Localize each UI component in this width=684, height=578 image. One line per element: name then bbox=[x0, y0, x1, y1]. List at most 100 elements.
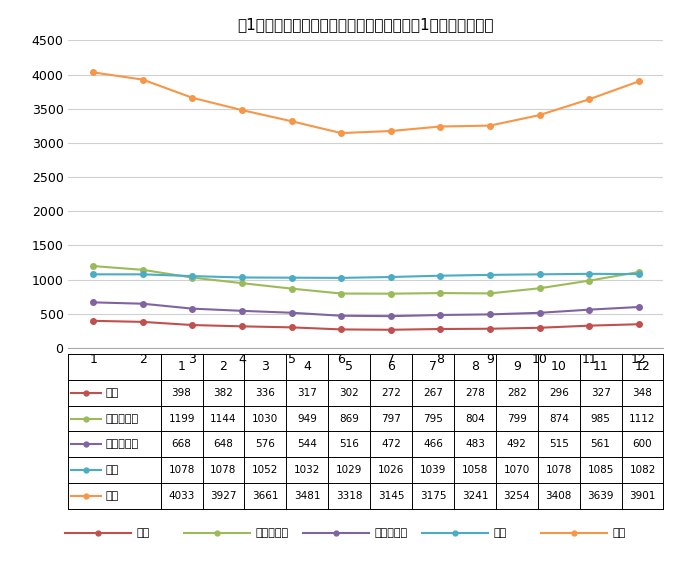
Text: 3254: 3254 bbox=[503, 491, 530, 501]
がん bbox=[238, 274, 246, 281]
Text: 804: 804 bbox=[465, 413, 485, 424]
総数 bbox=[188, 94, 196, 101]
Text: 492: 492 bbox=[507, 439, 527, 449]
Text: 3241: 3241 bbox=[462, 491, 488, 501]
Text: 4: 4 bbox=[304, 361, 311, 373]
Text: 668: 668 bbox=[172, 439, 192, 449]
Text: 949: 949 bbox=[298, 413, 317, 424]
Text: 12: 12 bbox=[635, 361, 650, 373]
総数 bbox=[386, 128, 395, 135]
Text: 7: 7 bbox=[429, 361, 437, 373]
Text: 1078: 1078 bbox=[546, 465, 572, 475]
Text: 1052: 1052 bbox=[252, 465, 278, 475]
呼吸器疾患 bbox=[635, 303, 643, 310]
Text: 1085: 1085 bbox=[588, 465, 614, 475]
Text: 296: 296 bbox=[549, 388, 568, 398]
循環器疾患 bbox=[536, 285, 544, 292]
肺炎 bbox=[436, 325, 445, 332]
Text: 3481: 3481 bbox=[294, 491, 321, 501]
Text: 282: 282 bbox=[507, 388, 527, 398]
がん bbox=[89, 271, 97, 278]
総数 bbox=[486, 122, 494, 129]
Text: 348: 348 bbox=[633, 388, 653, 398]
Text: 8: 8 bbox=[471, 361, 479, 373]
Text: 267: 267 bbox=[423, 388, 443, 398]
Text: 2: 2 bbox=[220, 361, 228, 373]
Text: 516: 516 bbox=[339, 439, 359, 449]
呼吸器疾患 bbox=[89, 299, 97, 306]
Text: 5: 5 bbox=[345, 361, 353, 373]
Text: 3175: 3175 bbox=[420, 491, 446, 501]
循環器疾患 bbox=[139, 266, 147, 273]
Text: 327: 327 bbox=[591, 388, 611, 398]
総数 bbox=[89, 69, 97, 76]
Text: 317: 317 bbox=[298, 388, 317, 398]
Text: 肺炎: 肺炎 bbox=[105, 388, 118, 398]
Text: 3408: 3408 bbox=[546, 491, 572, 501]
Text: 循環器疾患: 循環器疾患 bbox=[105, 413, 138, 424]
総数 bbox=[536, 112, 544, 118]
がん bbox=[585, 271, 593, 277]
Line: 呼吸器疾患: 呼吸器疾患 bbox=[90, 299, 642, 319]
Text: 肺炎: 肺炎 bbox=[137, 528, 150, 538]
Text: 循環器疾患: 循環器疾患 bbox=[256, 528, 289, 538]
Text: 515: 515 bbox=[549, 439, 568, 449]
Text: 483: 483 bbox=[465, 439, 485, 449]
Text: 1039: 1039 bbox=[420, 465, 446, 475]
Text: 336: 336 bbox=[255, 388, 276, 398]
Text: 呼吸器疾患: 呼吸器疾患 bbox=[105, 439, 138, 449]
肺炎 bbox=[139, 318, 147, 325]
Text: 272: 272 bbox=[381, 388, 401, 398]
肺炎 bbox=[386, 327, 395, 334]
Text: 1078: 1078 bbox=[168, 465, 195, 475]
循環器疾患 bbox=[188, 274, 196, 281]
肺炎 bbox=[635, 321, 643, 328]
Text: 795: 795 bbox=[423, 413, 443, 424]
Text: 398: 398 bbox=[172, 388, 192, 398]
Text: 3927: 3927 bbox=[210, 491, 237, 501]
循環器疾患 bbox=[287, 285, 295, 292]
がん bbox=[536, 271, 544, 278]
Text: 3901: 3901 bbox=[629, 491, 656, 501]
呼吸器疾患 bbox=[238, 307, 246, 314]
肺炎 bbox=[89, 317, 97, 324]
総数 bbox=[238, 106, 246, 113]
Text: 呼吸器疾患: 呼吸器疾患 bbox=[375, 528, 408, 538]
循環器疾患 bbox=[238, 280, 246, 287]
循環器疾患 bbox=[585, 277, 593, 284]
呼吸器疾患 bbox=[585, 306, 593, 313]
Line: 総数: 総数 bbox=[90, 69, 642, 136]
Line: 肺炎: 肺炎 bbox=[90, 318, 642, 332]
Text: 874: 874 bbox=[549, 413, 568, 424]
Text: 1: 1 bbox=[178, 361, 185, 373]
Text: 278: 278 bbox=[465, 388, 485, 398]
Line: 循環器疾患: 循環器疾患 bbox=[90, 264, 642, 297]
Text: 1030: 1030 bbox=[252, 413, 278, 424]
Text: 1078: 1078 bbox=[210, 465, 237, 475]
肺炎 bbox=[337, 326, 345, 333]
循環器疾患 bbox=[337, 290, 345, 297]
Text: 797: 797 bbox=[381, 413, 401, 424]
肺炎 bbox=[585, 322, 593, 329]
Text: 1026: 1026 bbox=[378, 465, 404, 475]
Text: 総数: 総数 bbox=[105, 491, 118, 501]
Text: 985: 985 bbox=[591, 413, 611, 424]
がん bbox=[188, 273, 196, 280]
がん bbox=[139, 271, 147, 278]
がん bbox=[635, 271, 643, 277]
総数 bbox=[139, 76, 147, 83]
Text: 1070: 1070 bbox=[503, 465, 530, 475]
Text: がん: がん bbox=[105, 465, 118, 475]
Text: 1199: 1199 bbox=[168, 413, 195, 424]
総数 bbox=[337, 129, 345, 136]
呼吸器疾患 bbox=[139, 300, 147, 307]
Text: 1144: 1144 bbox=[210, 413, 237, 424]
循環器疾患 bbox=[436, 290, 445, 297]
Text: 1032: 1032 bbox=[294, 465, 321, 475]
Text: 11: 11 bbox=[593, 361, 609, 373]
Text: 1082: 1082 bbox=[629, 465, 656, 475]
Text: 561: 561 bbox=[591, 439, 611, 449]
循環器疾患 bbox=[635, 269, 643, 276]
Text: 3318: 3318 bbox=[336, 491, 363, 501]
Text: 1058: 1058 bbox=[462, 465, 488, 475]
